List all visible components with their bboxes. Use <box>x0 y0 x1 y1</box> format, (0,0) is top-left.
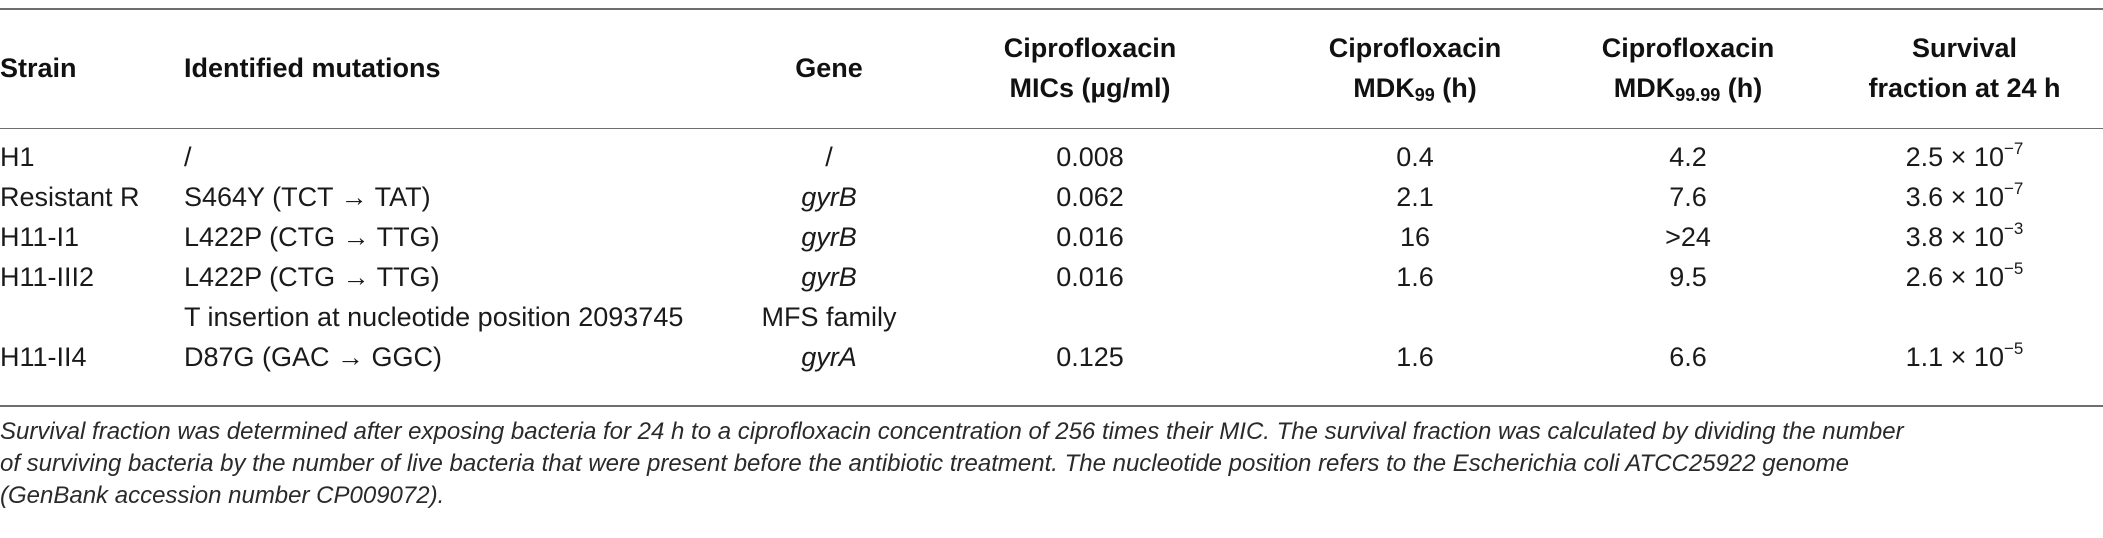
cell-gene: gyrB <box>801 222 857 252</box>
header-mdk99: Ciprofloxacin MDK99 (h) <box>1280 8 1550 128</box>
cell-mdk99: 0.4 <box>1396 142 1434 172</box>
table-top-rule <box>0 8 2103 10</box>
header-mdk9999: Ciprofloxacin MDK99.99 (h) <box>1550 8 1826 128</box>
cell-mic: 0.008 <box>1056 142 1124 172</box>
header-mdk9999-base: MDK <box>1613 73 1676 103</box>
cell-mdk9999: 6.6 <box>1669 342 1707 372</box>
cell-strain: H11-II4 <box>0 342 87 372</box>
cell-mutation: D87G (GAC → GGC) <box>184 342 443 372</box>
header-mdk99-sub: 99 <box>1414 85 1435 105</box>
table-footnote: Survival fraction was determined after e… <box>0 416 2103 512</box>
table-row: T insertion at nucleotide position 20937… <box>0 297 2103 337</box>
table-row: H11-I1 L422P (CTG → TTG) gyrB 0.016 16 >… <box>0 217 2103 257</box>
cell-strain: H11-I1 <box>0 222 80 252</box>
cell-strain <box>0 297 184 337</box>
footnote-line-1: Survival fraction was determined after e… <box>0 418 1904 445</box>
cell-survival <box>1826 297 2103 337</box>
table-body: H1 / / 0.008 0.4 4.2 2.5 × 10−7 Resistan… <box>0 128 2103 377</box>
cell-mic <box>900 297 1280 337</box>
header-row: Strain Identified mutations Gene Ciprofl… <box>0 8 2103 128</box>
cell-mdk9999: 7.6 <box>1669 182 1707 212</box>
cell-survival: 2.6 × 10−5 <box>1826 257 2103 297</box>
cell-mdk99 <box>1280 297 1550 337</box>
cell-mdk9999: >24 <box>1665 222 1711 252</box>
cell-mic: 0.062 <box>1056 182 1124 212</box>
cell-mdk99: 2.1 <box>1396 182 1434 212</box>
header-strain: Strain <box>0 53 77 83</box>
header-gene: Gene <box>795 53 863 83</box>
cell-mdk99: 1.6 <box>1396 342 1434 372</box>
cell-strain: H11-III2 <box>0 262 95 292</box>
cell-survival: 3.6 × 10−7 <box>1826 177 2103 217</box>
header-mutations: Identified mutations <box>184 53 441 83</box>
survival-base: 2.5 × 10 <box>1905 142 2004 172</box>
header-survival-line1: Survival <box>1911 33 2018 63</box>
cell-survival: 2.5 × 10−7 <box>1826 128 2103 177</box>
table-row: H11-III2 L422P (CTG → TTG) gyrB 0.016 1.… <box>0 257 2103 297</box>
survival-exponent: −5 <box>2003 339 2024 358</box>
cell-mutation: L422P (CTG → TTG) <box>184 222 440 252</box>
cell-survival: 3.8 × 10−3 <box>1826 217 2103 257</box>
survival-exponent: −7 <box>2003 139 2024 158</box>
header-mic-line1: Ciprofloxacin <box>1003 33 1177 63</box>
cell-mdk9999: 9.5 <box>1669 262 1707 292</box>
cell-mutation: T insertion at nucleotide position 20937… <box>184 302 684 332</box>
cell-survival: 1.1 × 10−5 <box>1826 337 2103 377</box>
survival-exponent: −7 <box>2003 179 2024 198</box>
cell-gene: MFS family <box>761 302 897 332</box>
survival-base: 2.6 × 10 <box>1905 262 2004 292</box>
cell-mdk99: 16 <box>1399 222 1431 252</box>
header-mdk99-line1: Ciprofloxacin <box>1328 33 1502 63</box>
cell-mutation: L422P (CTG → TTG) <box>184 262 440 292</box>
cell-strain: Resistant R <box>0 182 140 212</box>
header-survival-line2: fraction at 24 h <box>1868 73 2061 103</box>
cell-mic: 0.125 <box>1056 342 1124 372</box>
survival-base: 3.6 × 10 <box>1905 182 2004 212</box>
header-mdk99-unit: (h) <box>1434 73 1477 103</box>
header-survival: Survival fraction at 24 h <box>1826 8 2103 128</box>
header-mic: Ciprofloxacin MICs (µg/ml) <box>900 8 1280 128</box>
cell-gene: / <box>825 142 833 172</box>
header-mdk99-base: MDK <box>1353 73 1415 103</box>
table-header: Strain Identified mutations Gene Ciprofl… <box>0 8 2103 128</box>
cell-gene: gyrB <box>801 262 857 292</box>
survival-base: 1.1 × 10 <box>1905 342 2004 372</box>
footnote-line-2: of surviving bacteria by the number of l… <box>0 450 1849 477</box>
cell-mdk9999: 4.2 <box>1669 142 1707 172</box>
header-mdk9999-sub: 99.99 <box>1675 85 1721 105</box>
table-row: H11-II4 D87G (GAC → GGC) gyrA 0.125 1.6 … <box>0 337 2103 377</box>
survival-exponent: −5 <box>2003 259 2024 278</box>
survival-base: 3.8 × 10 <box>1905 222 2004 252</box>
cell-mutation: S464Y (TCT → TAT) <box>184 182 431 212</box>
table-row: Resistant R S464Y (TCT → TAT) gyrB 0.062… <box>0 177 2103 217</box>
cell-gene: gyrB <box>801 182 857 212</box>
cell-mdk9999 <box>1550 297 1826 337</box>
footnote-line-3: (GenBank accession number CP009072). <box>0 482 445 509</box>
survival-exponent: −3 <box>2003 219 2024 238</box>
header-mdk9999-line1: Ciprofloxacin <box>1601 33 1775 63</box>
table-header-rule <box>0 128 2103 129</box>
header-mic-line2: MICs (µg/ml) <box>1009 73 1171 103</box>
table-row: H1 / / 0.008 0.4 4.2 2.5 × 10−7 <box>0 128 2103 177</box>
cell-gene: gyrA <box>801 342 857 372</box>
cell-mic: 0.016 <box>1056 262 1124 292</box>
results-table: Strain Identified mutations Gene Ciprofl… <box>0 8 2103 377</box>
cell-strain: H1 <box>0 142 35 172</box>
header-mdk9999-unit: (h) <box>1720 73 1763 103</box>
cell-mdk99: 1.6 <box>1396 262 1434 292</box>
cell-mutation: / <box>184 142 192 172</box>
table-bottom-rule <box>0 405 2103 407</box>
cell-mic: 0.016 <box>1056 222 1124 252</box>
